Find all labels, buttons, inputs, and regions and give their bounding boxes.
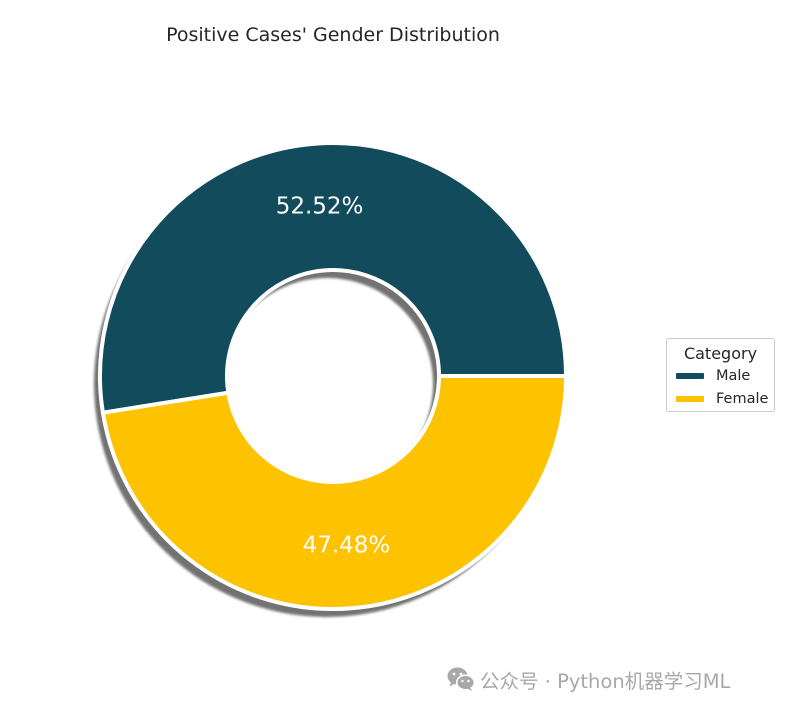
pie-slices <box>98 140 568 611</box>
legend-item-male: Male <box>676 367 750 385</box>
legend-item-female: Female <box>676 390 768 408</box>
slice-label-male: 52.52% <box>276 194 364 220</box>
legend-swatch-male <box>676 373 704 379</box>
wechat-icon <box>447 667 476 691</box>
legend-label-female: Female <box>716 391 769 407</box>
legend: Category Male Female <box>666 338 775 412</box>
chart-title: Positive Cases' Gender Distribution <box>166 24 500 46</box>
watermark: 公众号 · Python机器学习ML <box>446 665 730 693</box>
slice-female <box>100 374 568 611</box>
legend-label-male: Male <box>716 368 751 384</box>
legend-title: Category <box>683 344 758 363</box>
slice-male <box>98 140 568 415</box>
slice-label-female: 47.48% <box>303 532 391 558</box>
watermark-text: 公众号 · Python机器学习ML <box>480 669 731 693</box>
pie-labels: 52.52% 47.48% <box>276 194 391 559</box>
legend-swatch-female <box>676 396 704 402</box>
